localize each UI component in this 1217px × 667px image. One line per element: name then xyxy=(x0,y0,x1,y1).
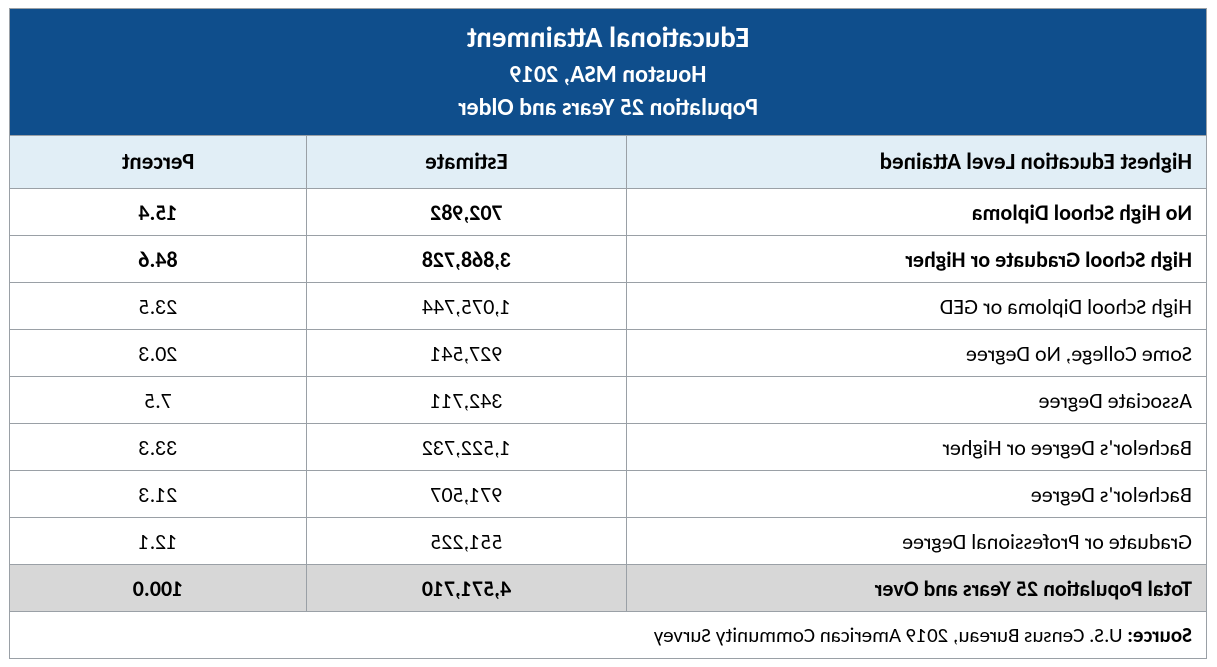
title-row: Educational Attainment Houston MSA, 2019… xyxy=(10,9,1207,136)
source-text: U.S. Census Bureau, 2019 American Commun… xyxy=(654,622,1127,648)
table-row: Some College, No Degree927,54120.3 xyxy=(10,330,1207,377)
col-header-estimate: Estimate xyxy=(307,136,627,189)
row-estimate: 342,711 xyxy=(307,377,627,424)
column-header-row: Highest Education Level Attained Estimat… xyxy=(10,136,1207,189)
row-level: Bachelor's Degree or Higher xyxy=(627,424,1207,471)
row-level: High School Graduate or Higher xyxy=(627,236,1207,283)
row-percent: 21.3 xyxy=(10,471,307,518)
row-percent: 23.5 xyxy=(10,283,307,330)
row-estimate: 551,225 xyxy=(307,518,627,565)
row-level: Graduate or Professional Degree xyxy=(627,518,1207,565)
row-estimate: 3,868,728 xyxy=(307,236,627,283)
title-main: Educational Attainment xyxy=(20,19,1196,57)
row-level: No High School Diploma xyxy=(627,189,1207,236)
col-header-level: Highest Education Level Attained xyxy=(627,136,1207,189)
row-estimate: 1,075,744 xyxy=(307,283,627,330)
row-level: Associate Degree xyxy=(627,377,1207,424)
total-percent: 100.0 xyxy=(10,565,307,612)
row-estimate: 702,982 xyxy=(307,189,627,236)
source-cell: Source: U.S. Census Bureau, 2019 America… xyxy=(10,612,1207,659)
row-estimate: 971,507 xyxy=(307,471,627,518)
source-label: Source: xyxy=(1127,622,1192,648)
table-row: No High School Diploma702,98215.4 xyxy=(10,189,1207,236)
table-row: Associate Degree342,7117.5 xyxy=(10,377,1207,424)
row-level: Bachelor's Degree xyxy=(627,471,1207,518)
title-sub1: Houston MSA, 2019 xyxy=(20,59,1196,90)
row-estimate: 927,541 xyxy=(307,330,627,377)
educational-attainment-table: Educational Attainment Houston MSA, 2019… xyxy=(9,8,1207,659)
row-level: Some College, No Degree xyxy=(627,330,1207,377)
total-estimate: 4,571,710 xyxy=(307,565,627,612)
table-row: Bachelor's Degree or Higher1,522,73233.3 xyxy=(10,424,1207,471)
row-level: High School Diploma or GED xyxy=(627,283,1207,330)
source-row: Source: U.S. Census Bureau, 2019 America… xyxy=(10,612,1207,659)
total-row: Total Population 25 Years and Over 4,571… xyxy=(10,565,1207,612)
table-row: Bachelor's Degree971,50721.3 xyxy=(10,471,1207,518)
row-percent: 15.4 xyxy=(10,189,307,236)
row-percent: 84.6 xyxy=(10,236,307,283)
row-percent: 33.3 xyxy=(10,424,307,471)
title-sub2: Population 25 Years and Older xyxy=(20,92,1196,123)
row-percent: 20.3 xyxy=(10,330,307,377)
row-percent: 12.1 xyxy=(10,518,307,565)
title-cell: Educational Attainment Houston MSA, 2019… xyxy=(10,9,1207,136)
total-level: Total Population 25 Years and Over xyxy=(627,565,1207,612)
table-row: Graduate or Professional Degree551,22512… xyxy=(10,518,1207,565)
table-row: High School Diploma or GED1,075,74423.5 xyxy=(10,283,1207,330)
table-row: High School Graduate or Higher3,868,7288… xyxy=(10,236,1207,283)
row-percent: 7.5 xyxy=(10,377,307,424)
col-header-percent: Percent xyxy=(10,136,307,189)
row-estimate: 1,522,732 xyxy=(307,424,627,471)
